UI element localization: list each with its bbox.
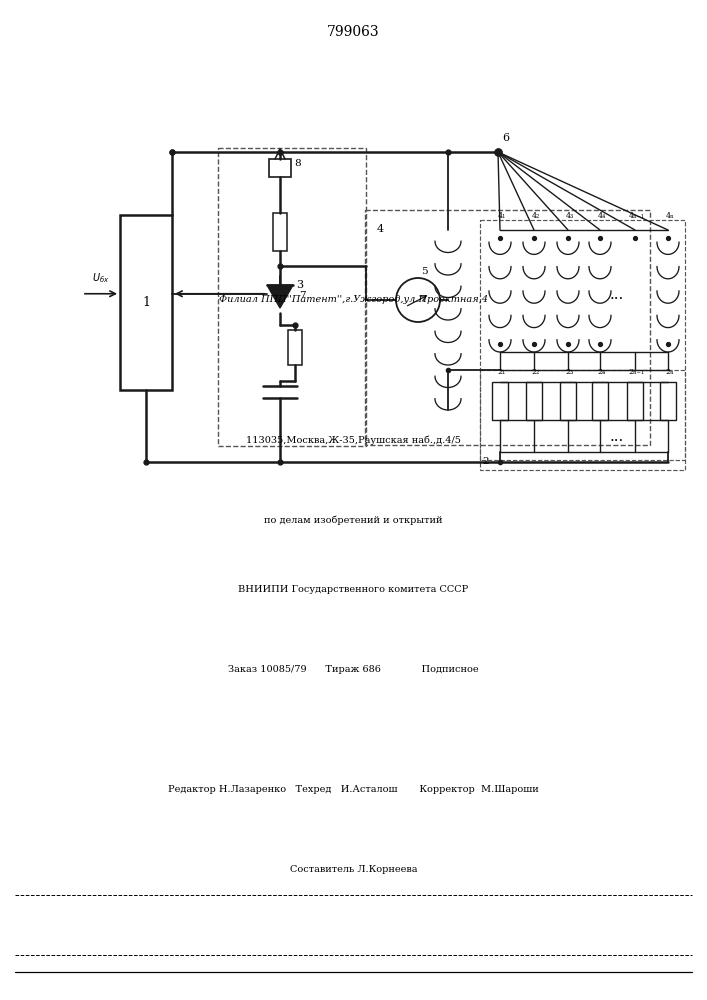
Text: 2₁: 2₁ [498,368,506,376]
Text: 4₃: 4₃ [566,212,574,220]
Text: 1: 1 [142,296,150,309]
Bar [480,370,685,470]
Text: 4₁: 4₁ [498,212,506,220]
Text: 4ₙ: 4ₙ [666,212,674,220]
Text: по делам изобретений и открытий: по делам изобретений и открытий [264,515,443,525]
Bar [480,220,685,460]
Bar [660,382,676,420]
Bar [560,382,576,420]
Text: 6: 6 [503,133,510,143]
Text: Заказ 10085/79      Тираж 686             Подписное: Заказ 10085/79 Тираж 686 Подписное [228,666,479,674]
Text: 2ₙ: 2ₙ [666,368,674,376]
Bar [273,213,287,251]
Text: $U_{бх}$: $U_{бх}$ [93,272,110,285]
Bar [492,382,508,420]
Bar [288,330,302,365]
Bar [592,382,608,420]
Text: 2₄: 2₄ [598,368,606,376]
Text: ...: ... [610,288,624,302]
Text: 3: 3 [296,280,303,290]
Text: Редактор Н.Лазаренко   Техред   И.Асталош       Корректор  М.Шароши: Редактор Н.Лазаренко Техред И.Асталош Ко… [168,786,539,794]
Text: ВНИИПИ Государственного комитета СССР: ВНИИПИ Государственного комитета СССР [238,585,469,594]
Text: 4₄: 4₄ [598,212,606,220]
Text: Филиал ППП''Патент'',г.Ужгород,ул.Проектная,4: Филиал ППП''Патент'',г.Ужгород,ул.Проект… [219,296,488,304]
Text: 113035,Москва,Ж-35,Раушская наб.,д.4/5: 113035,Москва,Ж-35,Раушская наб.,д.4/5 [246,435,461,445]
Text: 4₂: 4₂ [532,212,540,220]
Text: 5: 5 [421,267,427,276]
Bar [269,159,291,177]
Text: 8: 8 [295,158,301,167]
Polygon shape [267,285,293,308]
Bar [120,215,172,390]
Bar [627,382,643,420]
Text: 4: 4 [377,224,384,234]
Text: 4ₙ₋₁: 4ₙ₋₁ [629,212,645,220]
Text: 7: 7 [298,290,305,300]
Text: 2₃: 2₃ [566,368,574,376]
Bar [526,382,542,420]
Text: 2ₙ₋₁: 2ₙ₋₁ [629,368,645,376]
Text: Составитель Л.Корнеева: Составитель Л.Корнеева [290,865,417,874]
Text: 2: 2 [482,458,489,466]
Bar [365,210,650,445]
Bar [218,148,366,446]
Text: ...: ... [610,430,624,444]
Text: 799063: 799063 [327,25,380,39]
Text: 2₂: 2₂ [532,368,540,376]
